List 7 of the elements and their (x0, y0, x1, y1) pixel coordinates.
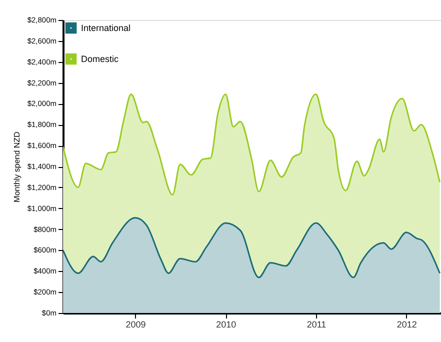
y-axis-title: Monthly spend NZD (12, 131, 22, 202)
x-tick-label: 2010 (216, 320, 236, 330)
legend-label: Domestic (81, 54, 120, 64)
x-tick-label: 2012 (396, 320, 417, 330)
legend-label: International (81, 23, 131, 33)
x-tick-label: 2011 (306, 320, 326, 330)
x-tick-label: 2009 (126, 320, 146, 330)
